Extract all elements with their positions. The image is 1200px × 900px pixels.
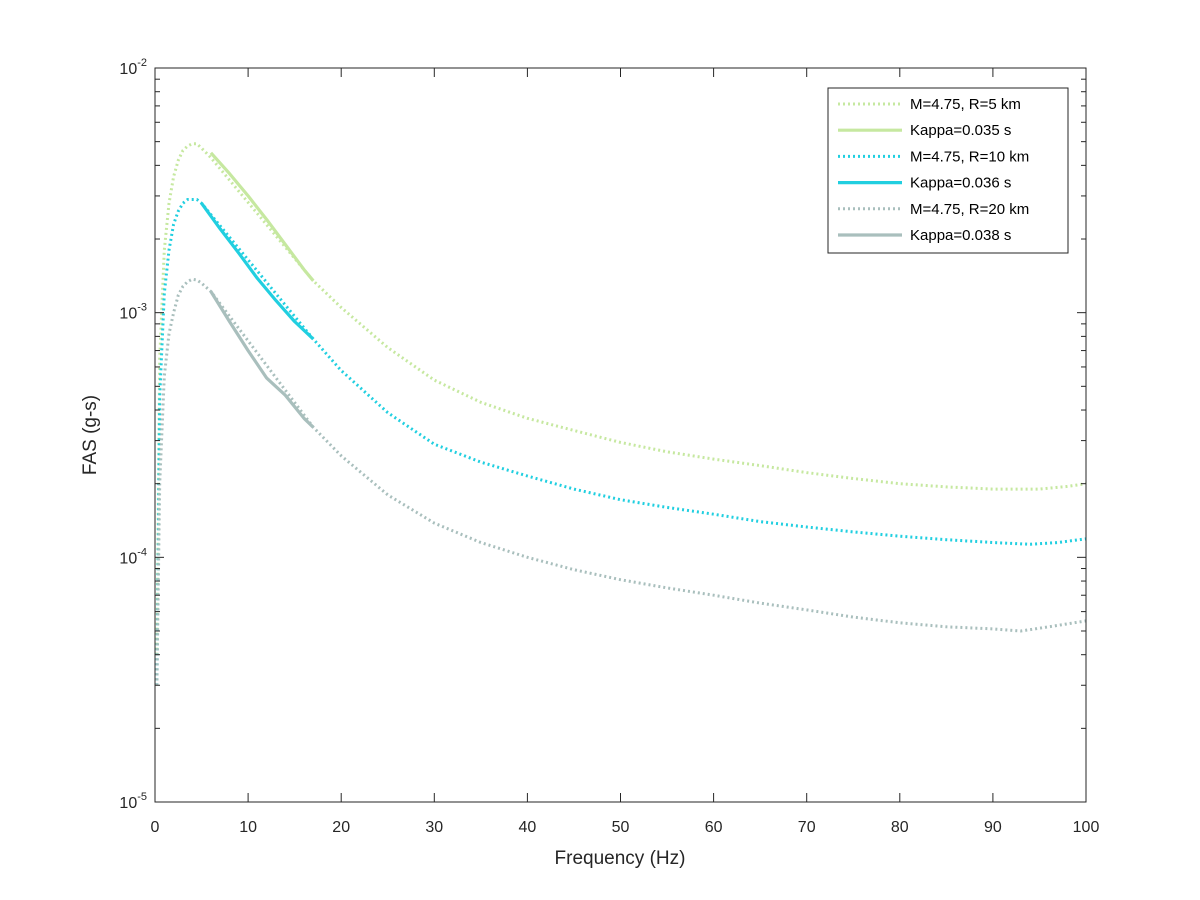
x-tick-label: 40 — [519, 819, 537, 836]
y-tick-label: 10-5 — [119, 791, 147, 812]
tick-layer — [154, 67, 1087, 803]
y-tick-labels: 10-5 10-4 10-3 10-2 — [119, 57, 147, 812]
series-line-4 — [200, 202, 315, 341]
legend-label: M=4.75, R=20 km — [910, 201, 1029, 218]
series-line-6 — [209, 290, 315, 429]
x-tick-labels: 0 10 20 30 40 50 60 70 80 90 100 — [151, 819, 1100, 836]
y-tick-label: 10-2 — [119, 57, 147, 78]
x-tick-label: 70 — [798, 819, 816, 836]
legend-label: M=4.75, R=10 km — [910, 148, 1029, 165]
x-tick-label: 80 — [891, 819, 909, 836]
x-tick-label: 10 — [239, 819, 257, 836]
legend-label: Kappa=0.038 s — [910, 227, 1011, 244]
x-tick-label: 0 — [151, 819, 160, 836]
x-tick-label: 90 — [984, 819, 1002, 836]
x-tick-label: 100 — [1073, 819, 1100, 836]
x-tick-label: 20 — [332, 819, 350, 836]
legend-label: Kappa=0.036 s — [910, 175, 1011, 192]
x-tick-label: 30 — [425, 819, 443, 836]
y-tick-label: 10-4 — [119, 546, 147, 567]
legend: M=4.75, R=5 km Kappa=0.035 s M=4.75, R=10 … — [827, 87, 1069, 254]
y-axis-label: FAS (g-s) — [80, 395, 101, 475]
series-line-1 — [155, 142, 1087, 655]
x-tick-label: 50 — [612, 819, 630, 836]
y-tick-label: 10-3 — [119, 302, 147, 323]
legend-box — [827, 87, 1069, 254]
x-tick-label: 60 — [705, 819, 723, 836]
series-line-2 — [209, 151, 315, 282]
x-axis-label: Frequency (Hz) — [555, 848, 686, 869]
legend-label: M=4.75, R=5 km — [910, 96, 1021, 113]
legend-label: Kappa=0.035 s — [910, 122, 1011, 139]
series-layer — [155, 142, 1087, 686]
series-line-5 — [155, 277, 1087, 686]
